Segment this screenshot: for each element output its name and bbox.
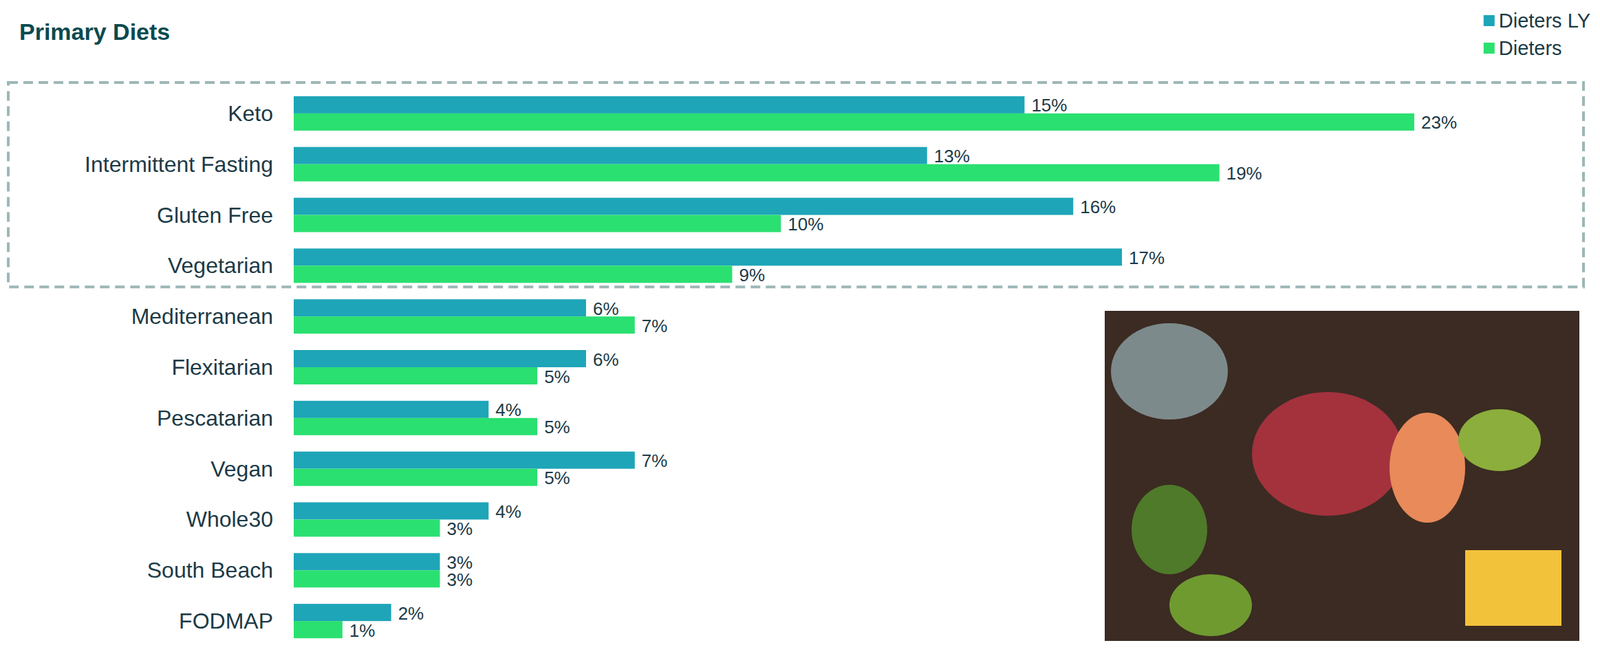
labels: Keto Intermittent Fasting Gluten Free Veget…: [84, 94, 1457, 641]
bar: [293, 553, 440, 571]
category-label: Mediterranean: [131, 304, 274, 329]
photo-avocado: [1458, 409, 1541, 472]
bar: [293, 248, 1122, 266]
data-label: 10%: [787, 213, 824, 235]
bar: [293, 367, 538, 385]
data-label: 4%: [495, 501, 522, 523]
category-label: FODMAP: [178, 608, 274, 634]
legend-label: Dieters LY: [1498, 9, 1591, 32]
photo-steak: [1251, 392, 1404, 516]
bar: [293, 570, 440, 588]
data-label: 2%: [398, 603, 425, 624]
title: Primary Diets: [19, 18, 170, 45]
bar: [293, 299, 587, 317]
data-label: 9%: [738, 264, 765, 286]
data-label: 5%: [544, 467, 571, 489]
data-label: 13%: [934, 145, 970, 167]
legend-swatch: [1483, 15, 1495, 27]
bar: [293, 316, 635, 334]
data-label: 7%: [641, 450, 668, 472]
bars: [293, 96, 1415, 639]
data-label: 17%: [1128, 247, 1165, 269]
category-label: Whole30: [186, 506, 274, 532]
data-label: 19%: [1226, 163, 1263, 184]
category-label: Pescatarian: [156, 405, 274, 431]
bar: [293, 401, 489, 419]
bar: [293, 350, 587, 368]
data-label: 16%: [1079, 196, 1116, 218]
photo-bowl: [1110, 323, 1228, 420]
photo-bg: [1104, 310, 1580, 642]
bar: [293, 469, 538, 487]
bar: [293, 164, 1220, 182]
category-label: Flexitarian: [171, 354, 274, 380]
category-label: Intermittent Fasting: [84, 152, 274, 177]
data-label: 5%: [544, 366, 571, 388]
photo-avocado: [1131, 484, 1208, 575]
bar: [293, 519, 440, 537]
bar: [293, 198, 1074, 216]
legend-label: Dieters: [1498, 37, 1563, 60]
bar: [293, 603, 392, 622]
data-label: 6%: [592, 349, 620, 371]
bar: [293, 418, 538, 436]
bar: [293, 502, 489, 520]
data-label: 6%: [592, 298, 620, 320]
bar: [293, 215, 781, 233]
data-label: 3%: [446, 569, 473, 591]
legend: Dieters LY Dieters: [1483, 9, 1591, 60]
chart: Primary Diets Keto Intermittent Fasting Glu…: [0, 0, 1600, 654]
bar: [293, 113, 1415, 131]
bar: [293, 621, 343, 639]
data-label: 4%: [495, 399, 522, 421]
category-label: South Beach: [147, 557, 274, 583]
photo-avocado: [1169, 574, 1252, 637]
data-label: 5%: [544, 416, 571, 438]
photo: [1104, 310, 1580, 642]
highlight-box: [8, 82, 1584, 287]
category-label: Keto: [227, 101, 274, 126]
photo-cheese: [1465, 550, 1562, 626]
category-label: Gluten Free: [156, 202, 274, 228]
data-label: 3%: [446, 518, 473, 540]
bar: [293, 96, 1025, 114]
bar: [293, 147, 928, 165]
bar: [293, 451, 635, 470]
category-label: Vegetarian: [167, 253, 274, 278]
data-label: 7%: [641, 315, 668, 337]
data-label: 15%: [1031, 94, 1067, 116]
bar: [293, 265, 732, 283]
category-label: Vegan: [210, 456, 274, 482]
legend-swatch: [1483, 42, 1495, 54]
data-label: 23%: [1421, 112, 1457, 133]
data-label: 1%: [349, 620, 376, 642]
photo-salmon: [1389, 412, 1466, 523]
